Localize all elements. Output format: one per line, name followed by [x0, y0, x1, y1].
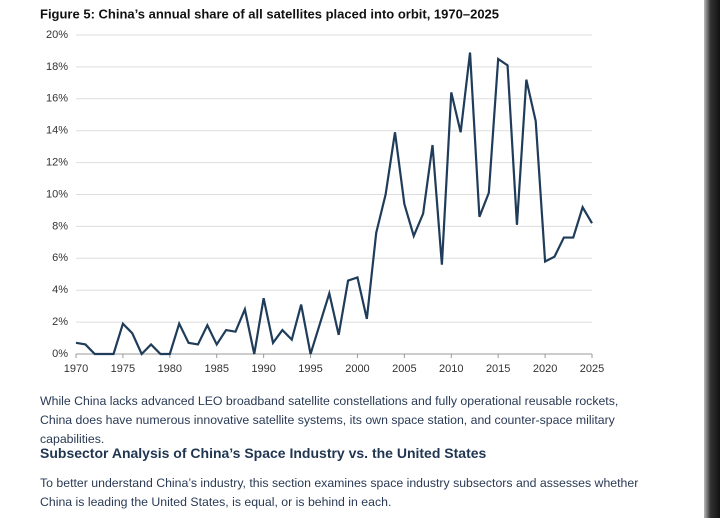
chart-title: Figure 5: China’s annual share of all sa… [40, 6, 499, 21]
x-tick-label: 1985 [204, 363, 228, 375]
y-tick-label: 10% [46, 188, 68, 200]
y-tick-label: 0% [52, 348, 68, 360]
y-tick-label: 6% [52, 252, 68, 264]
x-tick-label: 1970 [64, 363, 88, 375]
x-tick-label: 2015 [486, 363, 510, 375]
paragraph: To better understand China’s industry, t… [40, 476, 639, 509]
page-edge [704, 0, 720, 518]
x-tick-label: 1995 [298, 363, 322, 375]
y-tick-label: 16% [46, 93, 68, 105]
paragraph: While China lacks advanced LEO broadband… [40, 394, 619, 446]
y-tick-label: 12% [46, 157, 68, 169]
chart: Figure 5: China’s annual share of all sa… [40, 6, 604, 375]
y-tick-label: 18% [46, 61, 68, 73]
x-tick-label: 2010 [439, 363, 463, 375]
y-tick-label: 14% [46, 125, 68, 137]
data-line [75, 52, 593, 356]
y-tick-label: 4% [52, 284, 68, 296]
x-tick-label: 2020 [533, 363, 557, 375]
y-tick-label: 8% [52, 220, 68, 232]
x-tick-label: 2025 [580, 363, 604, 375]
x-tick-label: 1990 [251, 363, 275, 375]
y-tick-label: 2% [52, 316, 68, 328]
x-tick-label: 1980 [158, 363, 182, 375]
x-tick-label: 2005 [392, 363, 416, 375]
y-tick-label: 20% [46, 29, 68, 41]
x-tick-label: 1975 [111, 363, 135, 375]
section-heading: Subsector Analysis of China’s Space Indu… [40, 445, 487, 461]
x-tick-label: 2000 [345, 363, 369, 375]
